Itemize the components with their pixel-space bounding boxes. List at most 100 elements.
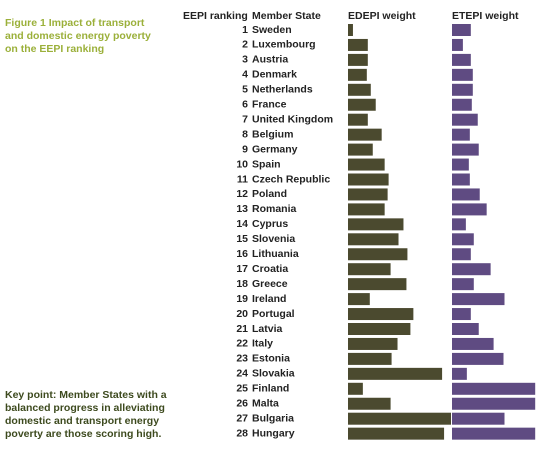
member-state: Malta — [252, 398, 279, 410]
bar — [348, 308, 414, 321]
member-state: Bulgaria — [252, 412, 294, 424]
member-state: Sweden — [252, 24, 292, 36]
bar — [348, 113, 368, 126]
bar — [348, 68, 367, 81]
member-state: Austria — [252, 54, 288, 66]
bar — [348, 218, 404, 231]
bar — [452, 128, 470, 141]
bar — [348, 143, 373, 156]
rank: 7 — [242, 113, 248, 125]
bar — [452, 188, 480, 201]
bar — [348, 83, 371, 96]
rank: 28 — [236, 427, 248, 439]
member-state: Portugal — [252, 308, 295, 320]
bar — [452, 308, 471, 321]
bar — [452, 98, 472, 111]
member-state: Slovakia — [252, 368, 295, 380]
member-state: Lithuania — [252, 248, 299, 260]
member-state: Slovenia — [252, 233, 295, 245]
bar — [348, 367, 443, 380]
bar — [348, 382, 363, 395]
rank: 8 — [242, 128, 248, 140]
bar — [452, 293, 505, 306]
rank: 1 — [242, 24, 248, 36]
member-state: Italy — [252, 338, 273, 350]
key-point: Key point: Member States with a balanced… — [5, 389, 167, 440]
bar — [452, 412, 505, 425]
rank: 16 — [236, 248, 248, 260]
rank: 9 — [242, 143, 248, 155]
member-state: Cyprus — [252, 218, 288, 230]
rank: 12 — [236, 188, 248, 200]
bar — [348, 248, 408, 261]
bar — [452, 203, 487, 216]
bar — [348, 412, 452, 425]
rank: 11 — [237, 173, 248, 185]
bar — [452, 233, 474, 246]
bar — [348, 323, 411, 335]
bar — [348, 158, 385, 171]
member-state: Romania — [252, 203, 297, 215]
rank: 23 — [236, 353, 248, 365]
bar — [452, 337, 494, 350]
bar — [452, 143, 479, 156]
series-header: EDEPI weight — [348, 10, 416, 22]
bar — [452, 352, 504, 365]
bar — [348, 352, 392, 365]
member-state: Spain — [252, 158, 281, 170]
rank: 2 — [242, 39, 248, 51]
rank: 3 — [242, 54, 248, 66]
figure-title: Figure 1 Impact of transport and domesti… — [5, 17, 151, 55]
bar — [452, 323, 479, 335]
bar — [348, 188, 388, 201]
member-state: Croatia — [252, 263, 288, 275]
bar — [348, 397, 391, 410]
member-state: Germany — [252, 143, 298, 155]
bar — [348, 173, 389, 186]
bar — [348, 337, 398, 350]
rank: 20 — [236, 308, 248, 320]
bar — [452, 427, 536, 440]
bar — [452, 83, 473, 96]
bar — [348, 278, 407, 291]
rank: 18 — [236, 278, 248, 290]
bar — [452, 158, 469, 171]
member-state: United Kingdom — [252, 113, 333, 125]
member-state: Denmark — [252, 69, 297, 81]
bar — [452, 397, 536, 410]
rank: 6 — [242, 99, 248, 111]
bar — [452, 382, 536, 395]
member-state: Greece — [252, 278, 288, 290]
bar — [348, 98, 376, 111]
bar — [452, 263, 491, 276]
member-state: Estonia — [252, 353, 290, 365]
rank: 19 — [236, 293, 248, 305]
member-state: Poland — [252, 188, 287, 200]
bar — [348, 53, 368, 66]
rank: 15 — [236, 233, 248, 245]
bar — [348, 293, 370, 306]
bar — [452, 367, 467, 380]
rank: 22 — [236, 338, 248, 350]
bar — [452, 113, 478, 126]
bar — [452, 278, 474, 291]
bar — [348, 38, 368, 51]
member-state: Czech Republic — [252, 173, 330, 185]
rank: 24 — [236, 368, 248, 380]
rank: 4 — [242, 69, 248, 81]
bar — [452, 68, 473, 81]
rank: 5 — [242, 84, 248, 96]
bar — [452, 248, 471, 261]
member-state: Hungary — [252, 427, 295, 439]
rank: 25 — [236, 383, 248, 395]
bar — [452, 53, 471, 66]
rank: 27 — [236, 412, 248, 424]
bar — [452, 218, 466, 231]
state-header: Member State — [252, 10, 321, 22]
bar — [348, 233, 399, 246]
bar — [348, 24, 353, 36]
series-header: ETEPI weight — [452, 10, 519, 22]
rank: 13 — [236, 203, 248, 215]
